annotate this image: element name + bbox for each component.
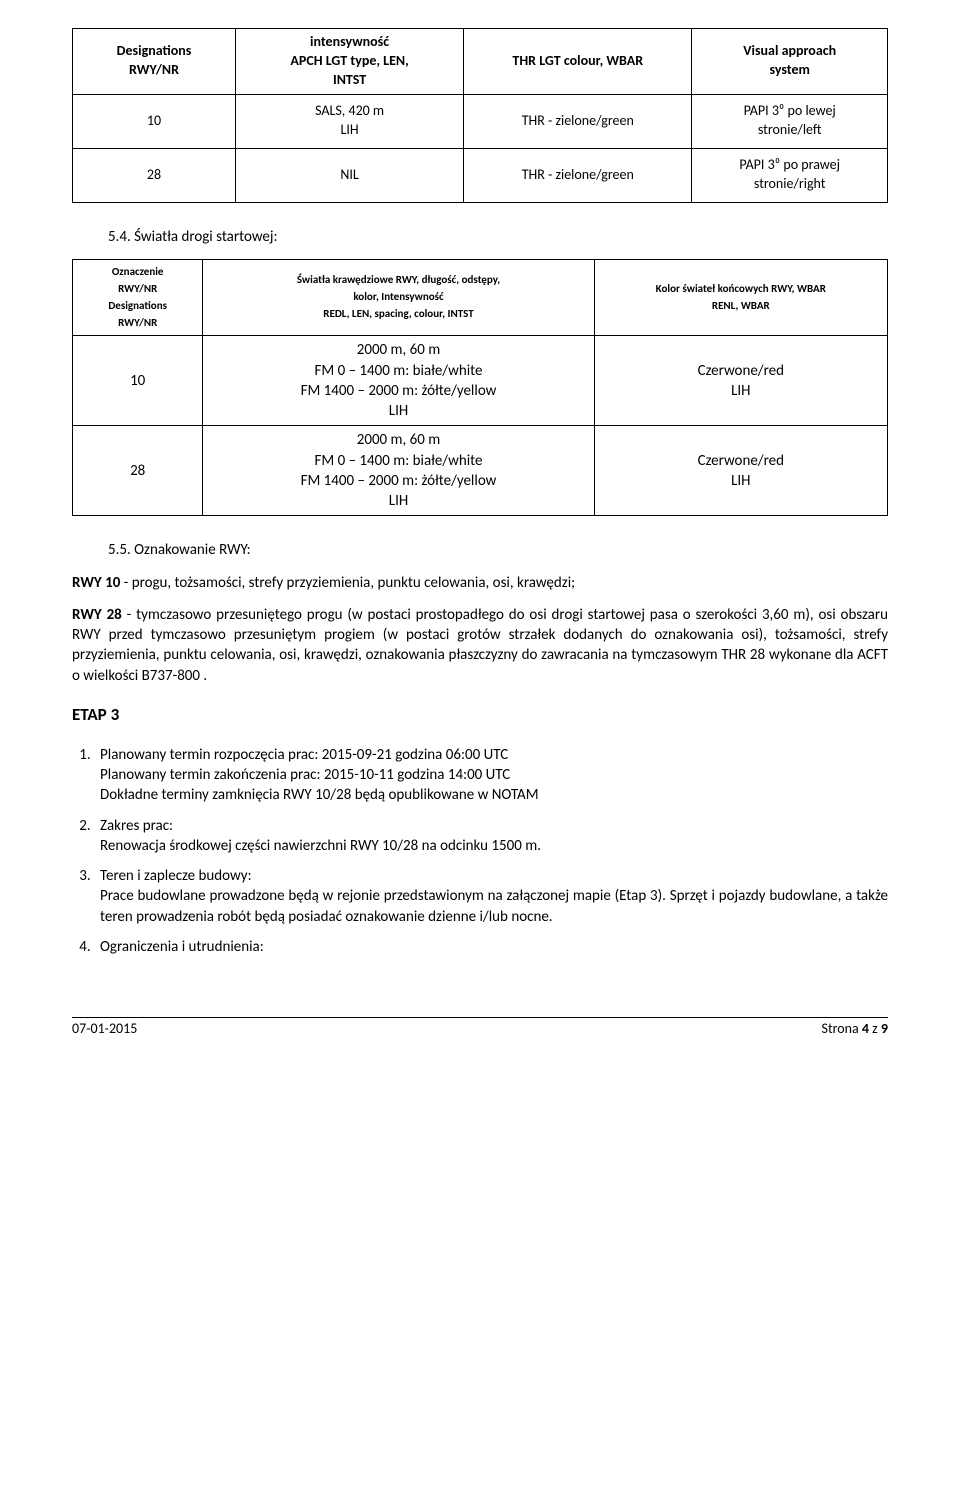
bold-rwy10: RWY 10 [72, 574, 120, 592]
table-row: 10 2000 m, 60 mFM 0 – 1400 m: białe/whit… [73, 336, 888, 426]
footer-prefix: Strona [822, 1020, 862, 1037]
paragraph-rwy28: RWY 28 - tymczasowo przesuniętego progu … [72, 605, 888, 686]
col-apch-lgt: intensywnośćAPCH LGT type, LEN,INTST [236, 29, 464, 95]
cell-thr: THR - zielone/green [464, 148, 692, 202]
col-visual-approach: Visual approachsystem [692, 29, 888, 95]
cell-vas: PAPI 3⁰ po prawejstronie/right [692, 148, 888, 202]
list-item: Teren i zaplecze budowy: Prace budowlane… [94, 866, 888, 927]
list-item: Planowany termin rozpoczęcia prac: 2015-… [94, 745, 888, 806]
li-line: Planowany termin zakończenia prac: 2015-… [100, 766, 510, 784]
hdr-line: RENL, WBAR [712, 299, 770, 312]
table-row: 28 2000 m, 60 mFM 0 – 1400 m: białe/whit… [73, 426, 888, 516]
li-line: Prace budowlane prowadzone będą w rejoni… [100, 887, 888, 925]
footer-current-page: 4 [862, 1020, 869, 1037]
li-line: Renowacja środkowej części nawierzchni R… [100, 837, 541, 855]
cell-rwy: 10 [73, 336, 203, 426]
hdr-line: DesignationsRWY/NR [108, 299, 167, 329]
etap-3-list: Planowany termin rozpoczęcia prac: 2015-… [94, 745, 888, 957]
runway-edge-lights-table: OznaczenieRWY/NR DesignationsRWY/NR Świa… [72, 259, 888, 517]
table-row: 28 NIL THR - zielone/green PAPI 3⁰ po pr… [73, 148, 888, 202]
li-line: Teren i zaplecze budowy: [100, 867, 252, 885]
table-header-row: OznaczenieRWY/NR DesignationsRWY/NR Świa… [73, 259, 888, 336]
cell-thr: THR - zielone/green [464, 94, 692, 148]
cell-rwy: 28 [73, 148, 236, 202]
li-line: Zakres prac: [100, 817, 173, 835]
footer-page: Strona 4 z 9 [822, 1020, 888, 1039]
cell-redl: 2000 m, 60 mFM 0 – 1400 m: białe/whiteFM… [203, 336, 594, 426]
hdr-line: Kolor świateł końcowych RWY, WBAR [656, 282, 826, 295]
cell-vas: PAPI 3⁰ po lewejstronie/left [692, 94, 888, 148]
footer-total-pages: 9 [881, 1020, 888, 1037]
cell-rwy: 28 [73, 426, 203, 516]
list-item: Zakres prac: Renowacja środkowej części … [94, 816, 888, 857]
hdr-line: REDL, LEN, spacing, colour, INTST [323, 307, 473, 320]
cell-apch: SALS, 420 mLIH [236, 94, 464, 148]
section-5-4-heading: 5.4. Światła drogi startowej: [108, 227, 888, 247]
li-line: Ograniczenia i utrudnienia: [100, 938, 264, 956]
list-item: Ograniczenia i utrudnienia: [94, 937, 888, 957]
cell-renl: Czerwone/redLIH [594, 426, 887, 516]
cell-rwy: 10 [73, 94, 236, 148]
col-redl: Światła krawędziowe RWY, długość, odstęp… [203, 259, 594, 336]
cell-redl: 2000 m, 60 mFM 0 – 1400 m: białe/whiteFM… [203, 426, 594, 516]
bold-rwy28: RWY 28 [72, 606, 122, 624]
table-row: 10 SALS, 420 mLIH THR - zielone/green PA… [73, 94, 888, 148]
footer-mid: z [869, 1020, 881, 1037]
table-header-row: DesignationsRWY/NR intensywnośćAPCH LGT … [73, 29, 888, 95]
cell-renl: Czerwone/redLIH [594, 336, 887, 426]
page-footer: 07-01-2015 Strona 4 z 9 [72, 1017, 888, 1039]
col-designations: DesignationsRWY/NR [73, 29, 236, 95]
cell-apch: NIL [236, 148, 464, 202]
paragraph-rwy10: RWY 10 - progu, tożsamości, strefy przyz… [72, 573, 888, 593]
section-5-5-heading: 5.5. Oznakowanie RWY: [108, 540, 888, 560]
text-rwy28: - tymczasowo przesuniętego progu (w post… [72, 606, 888, 685]
col-designation: OznaczenieRWY/NR DesignationsRWY/NR [73, 259, 203, 336]
approach-lighting-table: DesignationsRWY/NR intensywnośćAPCH LGT … [72, 28, 888, 203]
hdr-line: Światła krawędziowe RWY, długość, odstęp… [297, 273, 500, 303]
etap-3-heading: ETAP 3 [72, 704, 888, 727]
col-renl: Kolor świateł końcowych RWY, WBAR RENL, … [594, 259, 887, 336]
col-thr-lgt: THR LGT colour, WBAR [464, 29, 692, 95]
hdr-line: OznaczenieRWY/NR [112, 265, 164, 295]
text-rwy10: - progu, tożsamości, strefy przyziemieni… [120, 574, 575, 592]
footer-date: 07-01-2015 [72, 1020, 137, 1039]
li-line: Planowany termin rozpoczęcia prac: 2015-… [100, 746, 508, 764]
li-line: Dokładne terminy zamknięcia RWY 10/28 bę… [100, 786, 539, 804]
